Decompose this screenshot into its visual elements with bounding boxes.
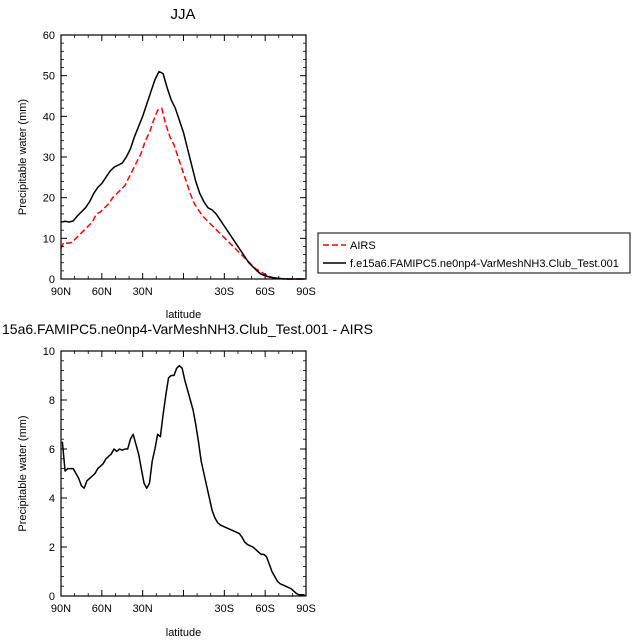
- chart-2: [60, 350, 307, 597]
- series-line-2: [60, 70, 305, 280]
- y-tick-label: 0: [49, 591, 55, 603]
- legend-label-2: f.e15a6.FAMIPC5.ne0np4-VarMeshNH3.Club_T…: [350, 258, 619, 270]
- y-tick-label: 30: [43, 152, 55, 164]
- y-tick-label: 8: [49, 395, 55, 407]
- chart-title: JJA: [170, 6, 195, 23]
- x-tick-label: 60N: [92, 603, 112, 615]
- x-tick-label: 30N: [133, 286, 153, 298]
- x-tick-label: 60N: [92, 286, 112, 298]
- y-tick-label: 20: [43, 193, 55, 205]
- x-tick-label: 90S: [296, 286, 316, 298]
- y-axis-label: Precipitable water (mm): [17, 415, 29, 531]
- y-tick-label: 2: [49, 542, 55, 554]
- series-line-1: [60, 107, 305, 280]
- y-tick-label: 6: [49, 444, 55, 456]
- y-tick-label: 50: [43, 71, 55, 83]
- y-tick-label: 10: [43, 233, 55, 245]
- x-axis-label: latitude: [166, 309, 201, 321]
- x-tick-label: 90S: [296, 603, 316, 615]
- x-tick-label: 60S: [255, 603, 275, 615]
- x-tick-label: 30S: [215, 286, 235, 298]
- legend-box: [317, 232, 631, 274]
- y-tick-label: 0: [49, 274, 55, 286]
- chart-title: 15a6.FAMIPC5.ne0np4-VarMeshNH3.Club_Test…: [2, 321, 373, 337]
- x-tick-label: 60S: [255, 286, 275, 298]
- chart-1: [60, 34, 631, 280]
- x-tick-label: 90N: [51, 603, 71, 615]
- plot-frame: [60, 34, 307, 280]
- x-tick-label: 90N: [51, 286, 71, 298]
- y-tick-label: 10: [43, 346, 55, 358]
- legend: [317, 232, 631, 274]
- plot-frame: [60, 350, 307, 597]
- x-tick-label: 30N: [133, 603, 153, 615]
- legend-label-1: AIRS: [350, 240, 376, 252]
- y-tick-label: 40: [43, 111, 55, 123]
- series-line-1: [61, 364, 305, 596]
- y-axis-label: Precipitable water (mm): [17, 99, 29, 215]
- y-tick-label: 60: [43, 30, 55, 42]
- y-tick-label: 4: [49, 493, 55, 505]
- x-axis-label: latitude: [166, 627, 201, 639]
- x-tick-label: 30S: [215, 603, 235, 615]
